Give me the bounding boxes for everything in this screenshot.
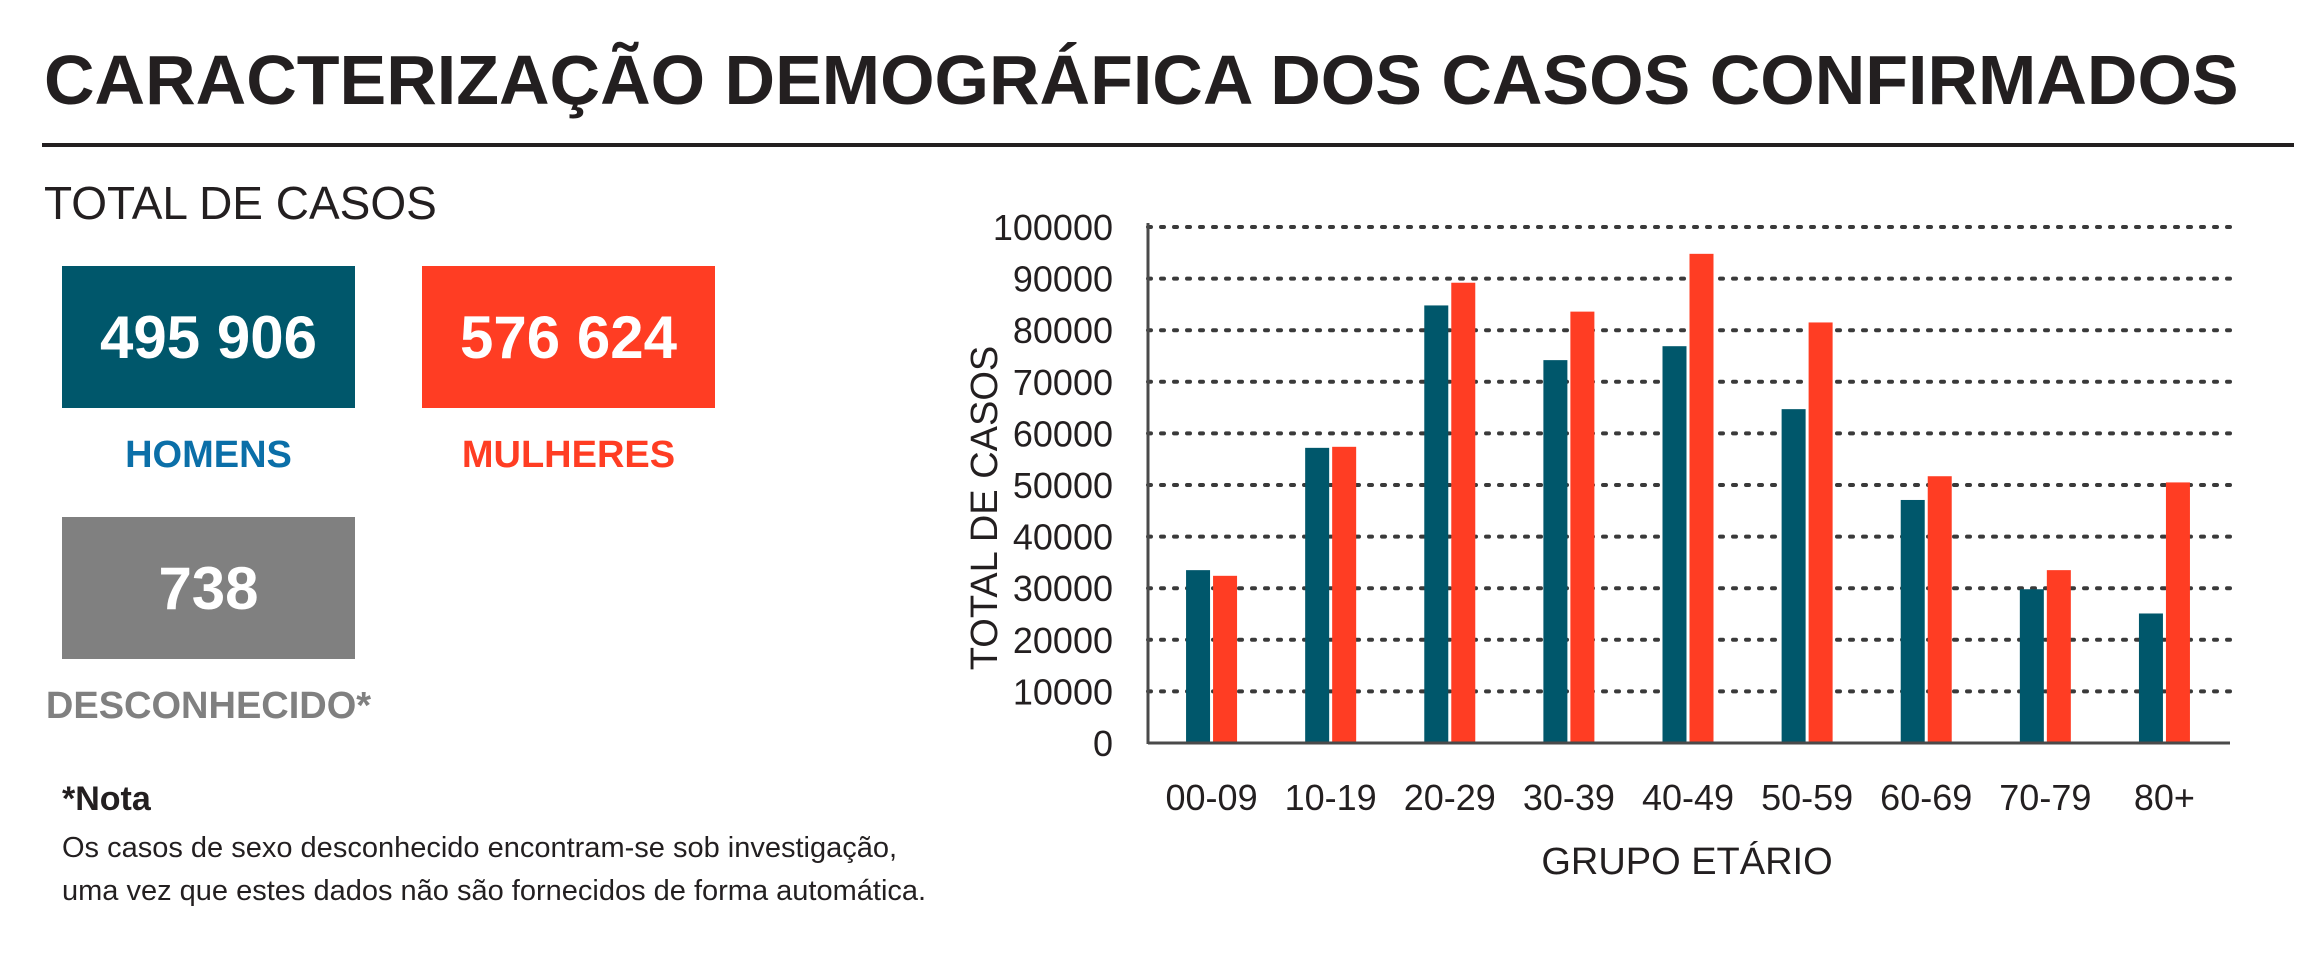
mulheres-label: MULHERES xyxy=(461,434,676,476)
bar-mulheres xyxy=(1927,476,1952,743)
bar-homens xyxy=(1781,409,1806,743)
bar-mulheres xyxy=(1570,311,1595,743)
y-tick-label: 10000 xyxy=(1013,671,1113,712)
mulheres-total-value: 576 624 xyxy=(460,303,677,371)
x-tick-label: 10-19 xyxy=(1285,777,1377,818)
desconhecido-total-value: 738 xyxy=(158,554,259,622)
y-tick-label: 70000 xyxy=(1013,362,1113,403)
y-tick-label: 90000 xyxy=(1013,259,1113,300)
bar-mulheres xyxy=(1808,322,1833,743)
y-axis-title: TOTAL DE CASOS xyxy=(964,346,1006,670)
y-tick-label: 0 xyxy=(1093,723,1113,764)
bar-homens xyxy=(1662,346,1687,743)
x-tick-label: 30-39 xyxy=(1523,777,1615,818)
x-tick-label: 70-79 xyxy=(1999,777,2091,818)
bar-homens xyxy=(1543,360,1568,743)
y-tick-label: 40000 xyxy=(1013,517,1113,558)
y-tick-label: 100000 xyxy=(993,207,1113,248)
title-divider xyxy=(42,143,2294,147)
chart-bars xyxy=(1186,253,2190,743)
bar-homens xyxy=(2019,589,2044,743)
x-tick-label: 50-59 xyxy=(1761,777,1853,818)
homens-label: HOMENS xyxy=(125,434,292,476)
bar-mulheres xyxy=(1332,446,1357,743)
total-cases-label: TOTAL DE CASOS xyxy=(44,177,437,229)
homens-total-box: 495 906 xyxy=(62,266,355,408)
note-title: *Nota xyxy=(62,780,151,818)
y-tick-label: 20000 xyxy=(1013,620,1113,661)
x-tick-label: 60-69 xyxy=(1880,777,1972,818)
y-tick-label: 60000 xyxy=(1013,413,1113,454)
homens-total-value: 495 906 xyxy=(100,303,317,371)
desconhecido-total-box: 738 xyxy=(62,517,355,659)
bar-mulheres xyxy=(1451,282,1476,743)
y-tick-label: 50000 xyxy=(1013,465,1113,506)
y-tick-label: 30000 xyxy=(1013,568,1113,609)
desconhecido-label: DESCONHECIDO* xyxy=(45,685,372,727)
y-tick-label: 80000 xyxy=(1013,310,1113,351)
x-tick-label: 00-09 xyxy=(1166,777,1258,818)
note-line-1: Os casos de sexo desconhecido encontram-… xyxy=(62,832,898,864)
bar-homens xyxy=(1424,305,1449,743)
bar-mulheres xyxy=(1213,575,1238,743)
x-axis-title: GRUPO ETÁRIO xyxy=(1541,840,1832,883)
bar-mulheres xyxy=(1689,253,1714,743)
bar-mulheres xyxy=(2046,570,2071,743)
note-line-2: uma vez que estes dados não são fornecid… xyxy=(62,875,927,907)
x-tick-label: 80+ xyxy=(2134,777,2195,818)
chart-axes: 0 10000 20000 30000 40000 50000 60000 70000 8000… xyxy=(993,207,2230,818)
x-tick-label: 40-49 xyxy=(1642,777,1734,818)
bar-homens xyxy=(1305,447,1330,743)
bar-homens xyxy=(1900,499,1925,743)
bar-mulheres xyxy=(2165,482,2190,743)
bar-homens xyxy=(2138,613,2163,743)
bar-homens xyxy=(1186,570,1211,743)
mulheres-total-box: 576 624 xyxy=(422,266,715,408)
x-tick-label: 20-29 xyxy=(1404,777,1496,818)
page-title: CARACTERIZAÇÃO DEMOGRÁFICA DOS CASOS CON… xyxy=(44,41,2239,119)
